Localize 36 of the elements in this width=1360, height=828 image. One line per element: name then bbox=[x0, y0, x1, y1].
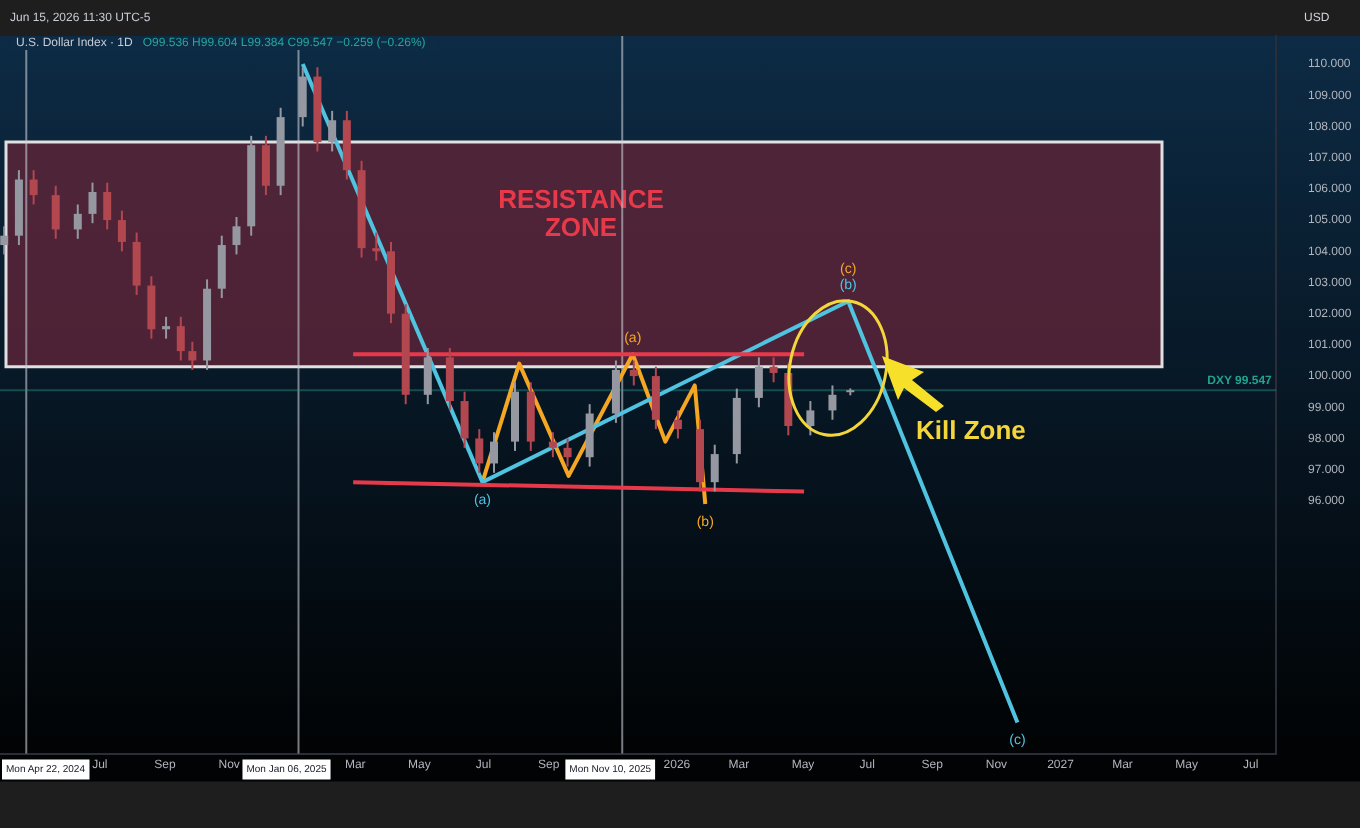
candlestick bbox=[132, 231, 141, 296]
candlestick bbox=[710, 443, 719, 493]
candlestick bbox=[769, 356, 778, 384]
candlestick bbox=[261, 134, 270, 197]
candlestick bbox=[162, 315, 171, 340]
candlestick bbox=[232, 215, 241, 256]
candlestick bbox=[0, 225, 9, 256]
candlestick bbox=[73, 203, 82, 240]
candlestick bbox=[176, 315, 185, 362]
candlestick bbox=[585, 403, 594, 468]
candlestick bbox=[328, 109, 337, 153]
candlestick bbox=[372, 231, 381, 262]
candlestick bbox=[188, 340, 197, 371]
candlestick bbox=[629, 359, 638, 387]
candlestick bbox=[445, 347, 454, 412]
candlestick bbox=[29, 169, 38, 206]
candlestick bbox=[298, 66, 307, 128]
candlestick bbox=[754, 356, 763, 409]
candlestick bbox=[460, 390, 469, 449]
candlestick bbox=[548, 431, 557, 459]
candlestick bbox=[563, 437, 572, 468]
candlestick bbox=[217, 234, 226, 300]
candlestick bbox=[490, 431, 498, 474]
candlestick bbox=[651, 365, 660, 431]
candlestick bbox=[828, 384, 837, 421]
candlestick bbox=[475, 428, 484, 474]
candlestick bbox=[147, 275, 156, 340]
candlestick bbox=[673, 409, 682, 440]
candlestick bbox=[806, 400, 815, 437]
candlestick bbox=[103, 181, 112, 231]
candlestick bbox=[423, 347, 432, 406]
annotation: Kill Zone bbox=[916, 415, 1026, 446]
candlestick bbox=[117, 209, 126, 253]
candlestick bbox=[51, 184, 60, 240]
candlestick bbox=[88, 181, 97, 225]
candlestick bbox=[611, 359, 620, 424]
